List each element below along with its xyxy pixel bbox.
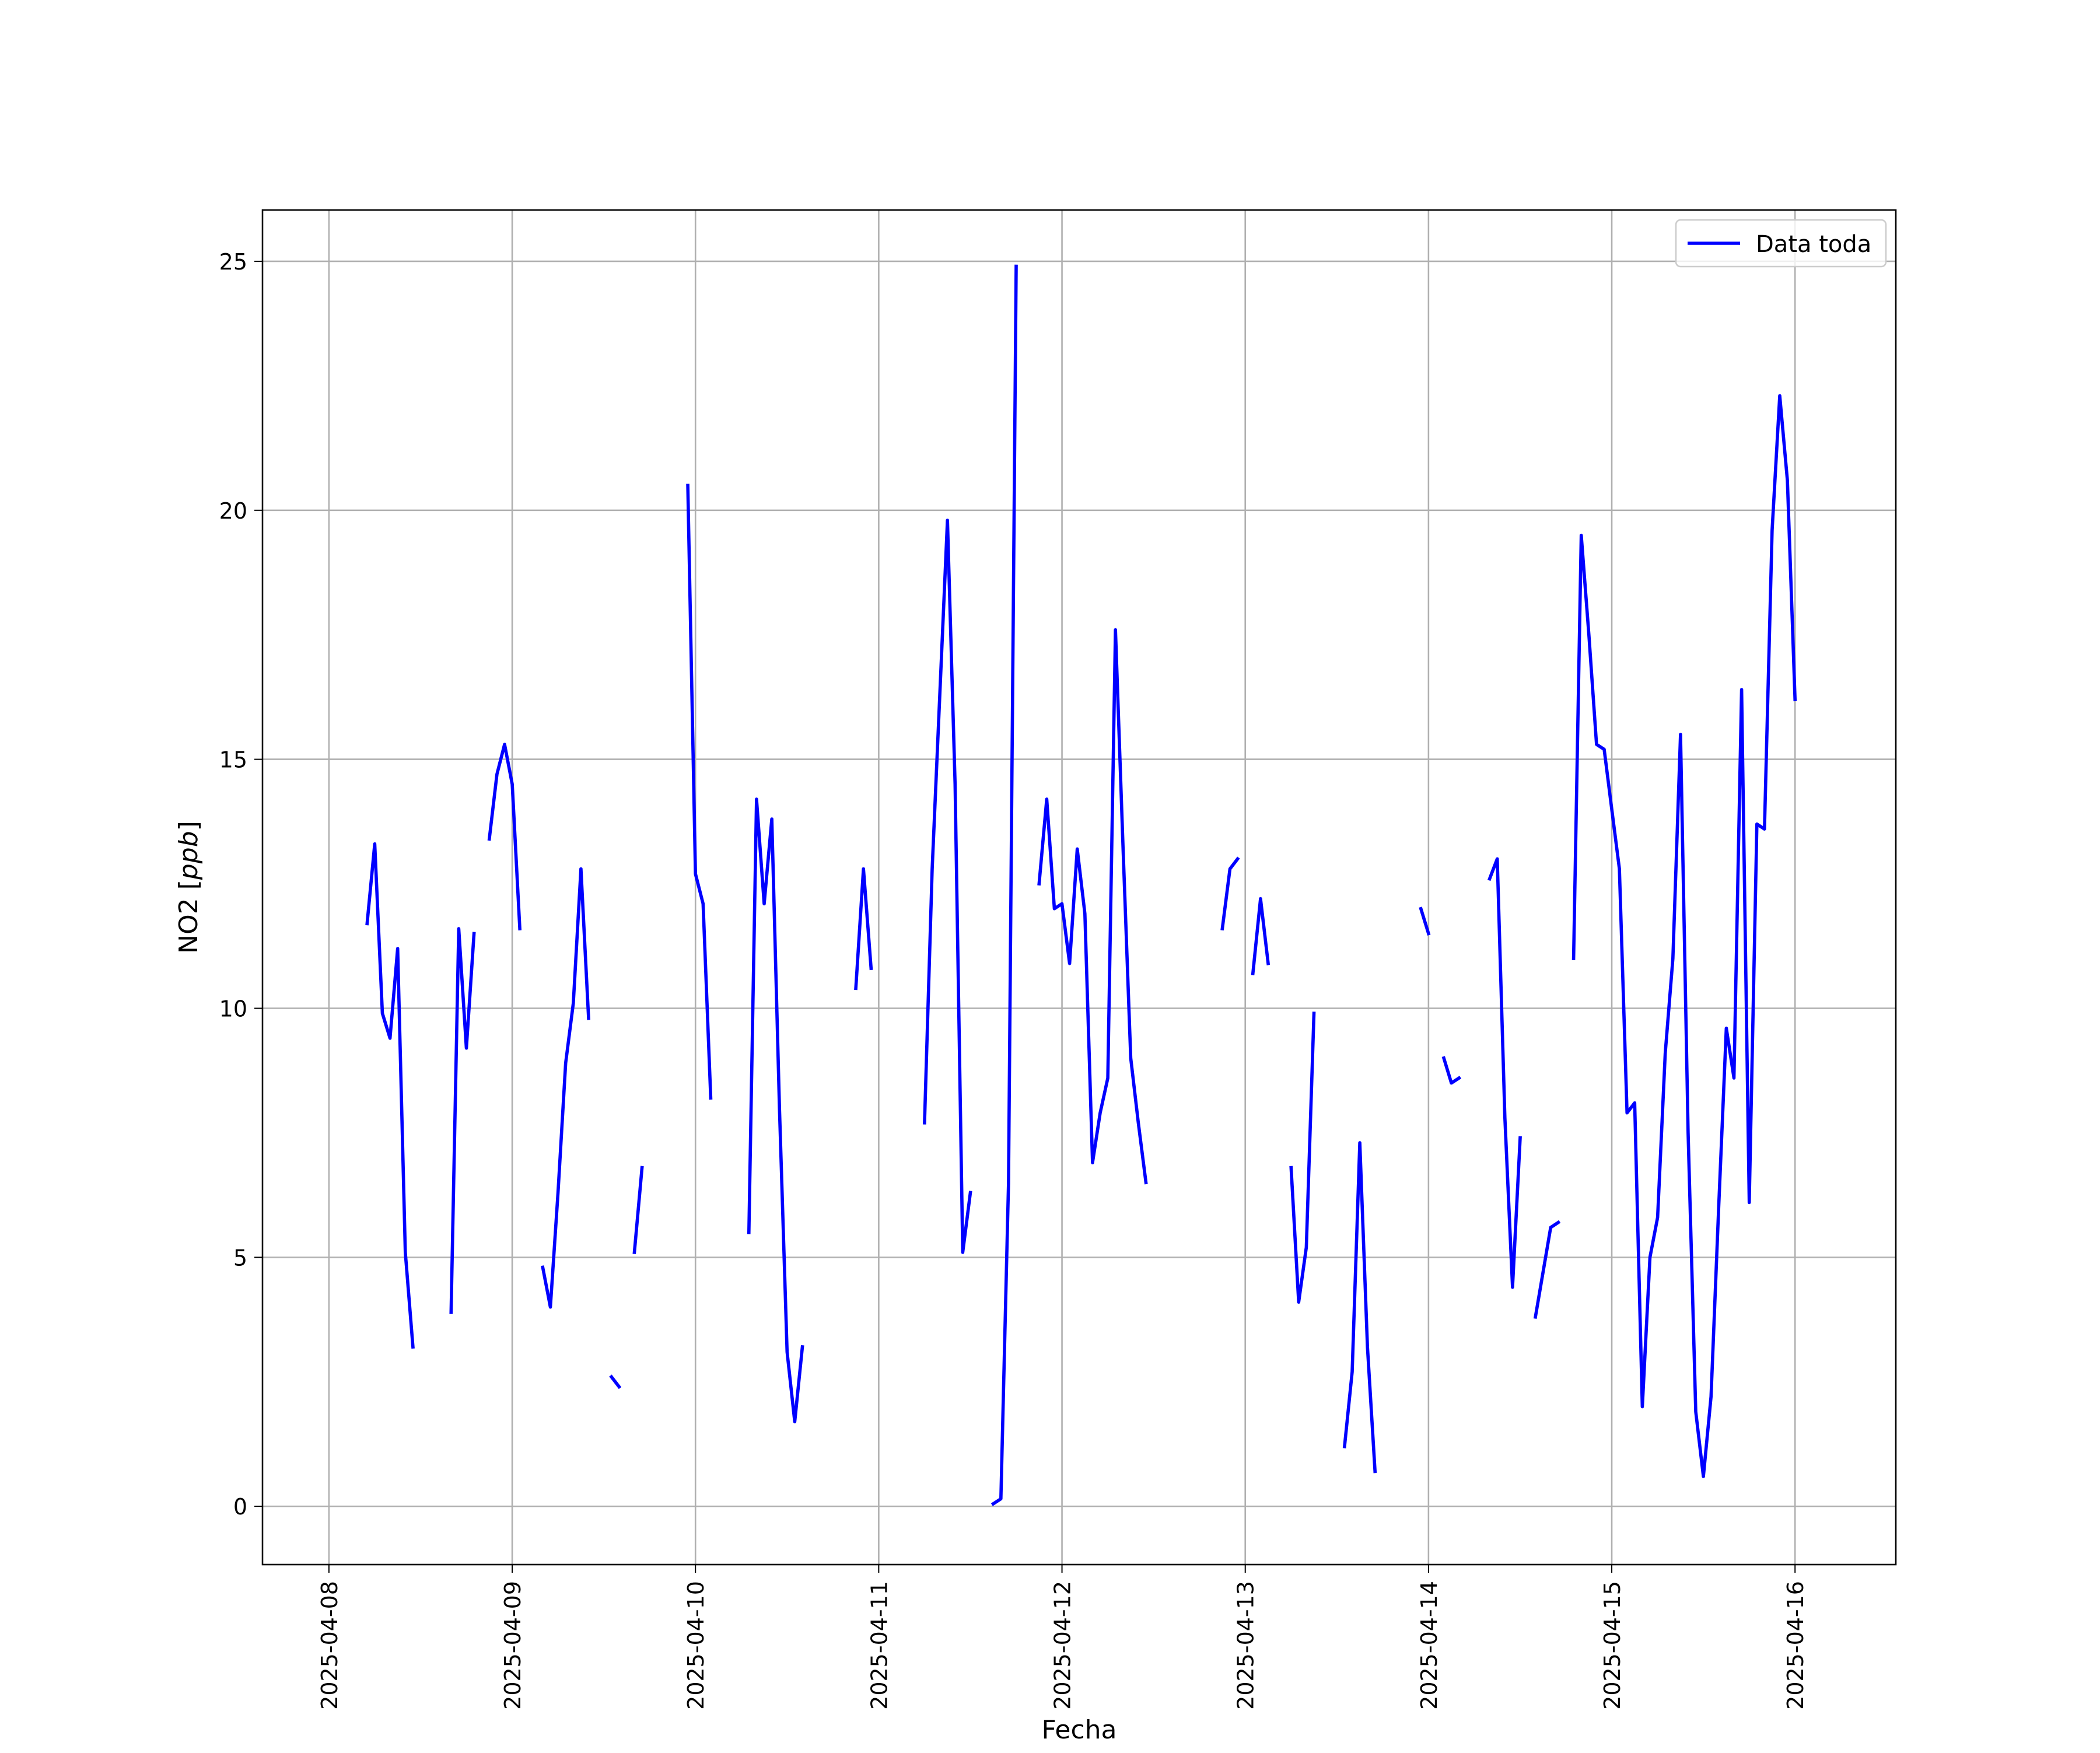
y-axis-label-unit: ppb [174,831,204,880]
series-line-segment [365,842,415,1349]
grid-layer [262,210,1896,1565]
series-line-segment [854,867,873,991]
x-tick-label: 2025-04-09 [500,1581,526,1710]
series-line-segment [1487,857,1522,1289]
series-line-segment [1441,1056,1462,1085]
series-line-segment [991,264,1018,1506]
legend-box [1675,219,1887,268]
series-line-segment [1533,1220,1561,1319]
y-axis-label-text: NO2 [ [174,880,204,954]
y-tick-label: 15 [219,747,247,773]
y-tick-label: 10 [219,996,247,1021]
y-tick-label: 0 [233,1494,247,1520]
x-axis-label: Fecha [1041,1715,1116,1745]
series-line-segment [747,797,804,1423]
series-line-segment [449,927,476,1314]
series-line-segment [632,1166,644,1254]
x-tick-label: 2025-04-10 [683,1581,709,1710]
x-tick-label: 2025-04-13 [1233,1581,1259,1710]
x-tick-label: 2025-04-14 [1416,1581,1442,1710]
y-axis-label-close: ] [174,821,204,831]
series-line-segment [1220,856,1240,931]
plot-frame [261,209,1897,1566]
y-axis-label: NO2 [ppb] [174,821,204,954]
series-line-segment [609,1374,622,1390]
x-tick-label: 2025-04-08 [317,1581,342,1710]
series-line-segment [1342,1141,1377,1474]
x-tick-label: 2025-04-12 [1050,1581,1076,1710]
series-line-segment [541,867,590,1309]
series-line-segment [686,484,713,1100]
y-tick-label: 20 [219,498,247,524]
series-line-segment [1419,907,1431,936]
y-tick-label: 5 [233,1245,247,1271]
series-line-segment [487,743,522,930]
series-line-segment [923,518,972,1254]
series-line-segment [1289,1012,1316,1304]
series-line-segment [1572,394,1797,1478]
x-tick-label: 2025-04-15 [1600,1581,1625,1710]
series-line-segment [1251,897,1270,975]
x-tick-label: 2025-04-11 [866,1581,892,1710]
tick-layer: 2025-04-08 2025-04-09 2025-04-10 2025-04-11… [219,249,1809,1710]
series-layer [365,264,1797,1506]
series-line-segment [1037,628,1148,1185]
legend-label: Data toda [1756,231,1871,258]
x-tick-label: 2025-04-16 [1783,1581,1808,1710]
legend: Data toda [1675,219,1887,268]
y-tick-label: 25 [219,249,247,275]
